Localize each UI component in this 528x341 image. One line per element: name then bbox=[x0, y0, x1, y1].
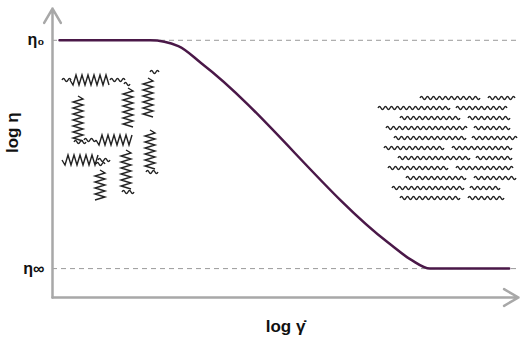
svg-text:η∞: η∞ bbox=[23, 260, 44, 277]
svg-text:log γ̇: log γ̇ bbox=[266, 317, 308, 336]
svg-text:log η: log η bbox=[3, 112, 22, 153]
svg-text:η₀: η₀ bbox=[28, 31, 45, 48]
